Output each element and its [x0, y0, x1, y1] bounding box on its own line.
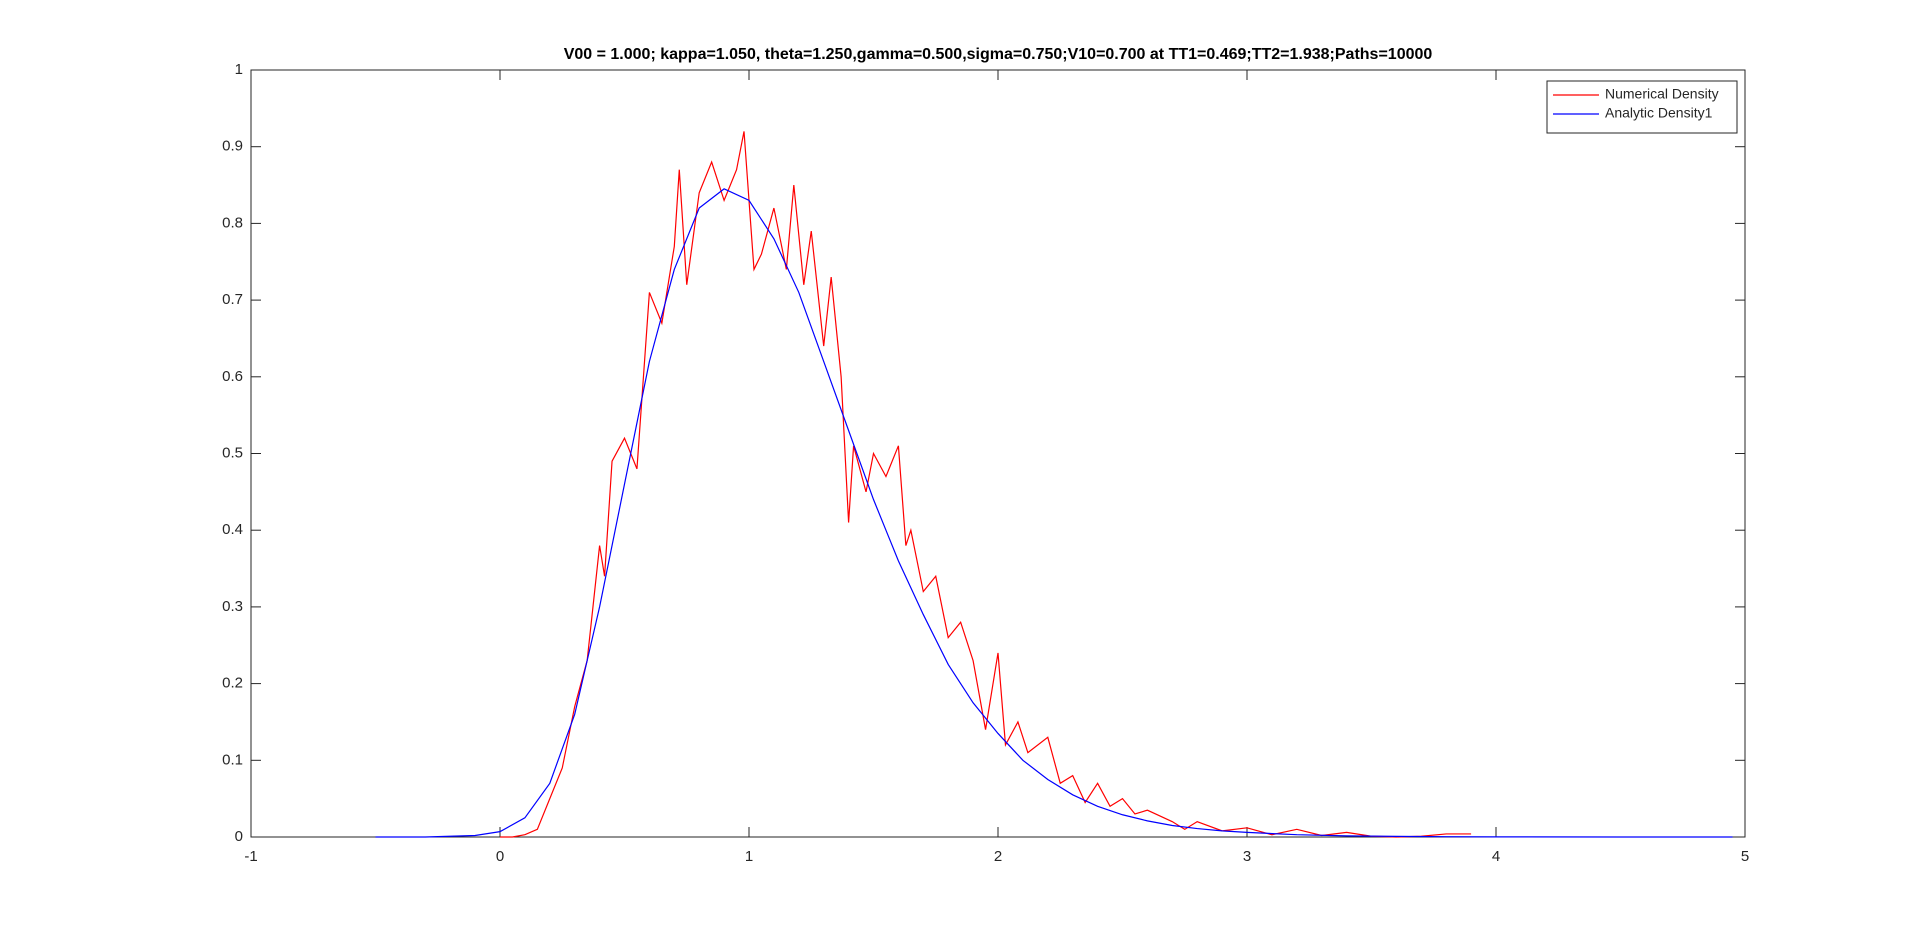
series-line [500, 131, 1472, 838]
y-tick-label: 0.2 [222, 675, 243, 692]
x-tick-label: 1 [745, 848, 753, 865]
x-tick-label: 5 [1741, 848, 1749, 865]
legend-box [1546, 80, 1738, 134]
x-tick-label: 2 [994, 848, 1002, 865]
legend-label: Analytic Density1 [1605, 105, 1713, 121]
y-tick-label: 0.9 [222, 138, 243, 155]
y-tick-label: 0.4 [222, 521, 243, 538]
x-tick-label: 0 [496, 848, 504, 865]
chart-title: V00 = 1.000; kappa=1.050, theta=1.250,ga… [564, 46, 1433, 63]
y-tick-label: 0 [235, 828, 243, 845]
y-tick-label: 1 [235, 61, 243, 78]
x-tick-label: -1 [244, 848, 257, 865]
x-tick-label: 4 [1492, 848, 1500, 865]
y-tick-label: 0.8 [222, 214, 243, 231]
y-tick-label: 0.6 [222, 368, 243, 385]
y-tick-label: 0.1 [222, 751, 243, 768]
series-line [375, 188, 1733, 838]
y-tick-label: 0.3 [222, 598, 243, 615]
y-tick-label: 0.7 [222, 291, 243, 308]
legend-label: Numerical Density [1605, 86, 1719, 102]
x-tick-label: 3 [1243, 848, 1251, 865]
y-tick-label: 0.5 [222, 444, 243, 461]
axes-box [250, 69, 1746, 838]
